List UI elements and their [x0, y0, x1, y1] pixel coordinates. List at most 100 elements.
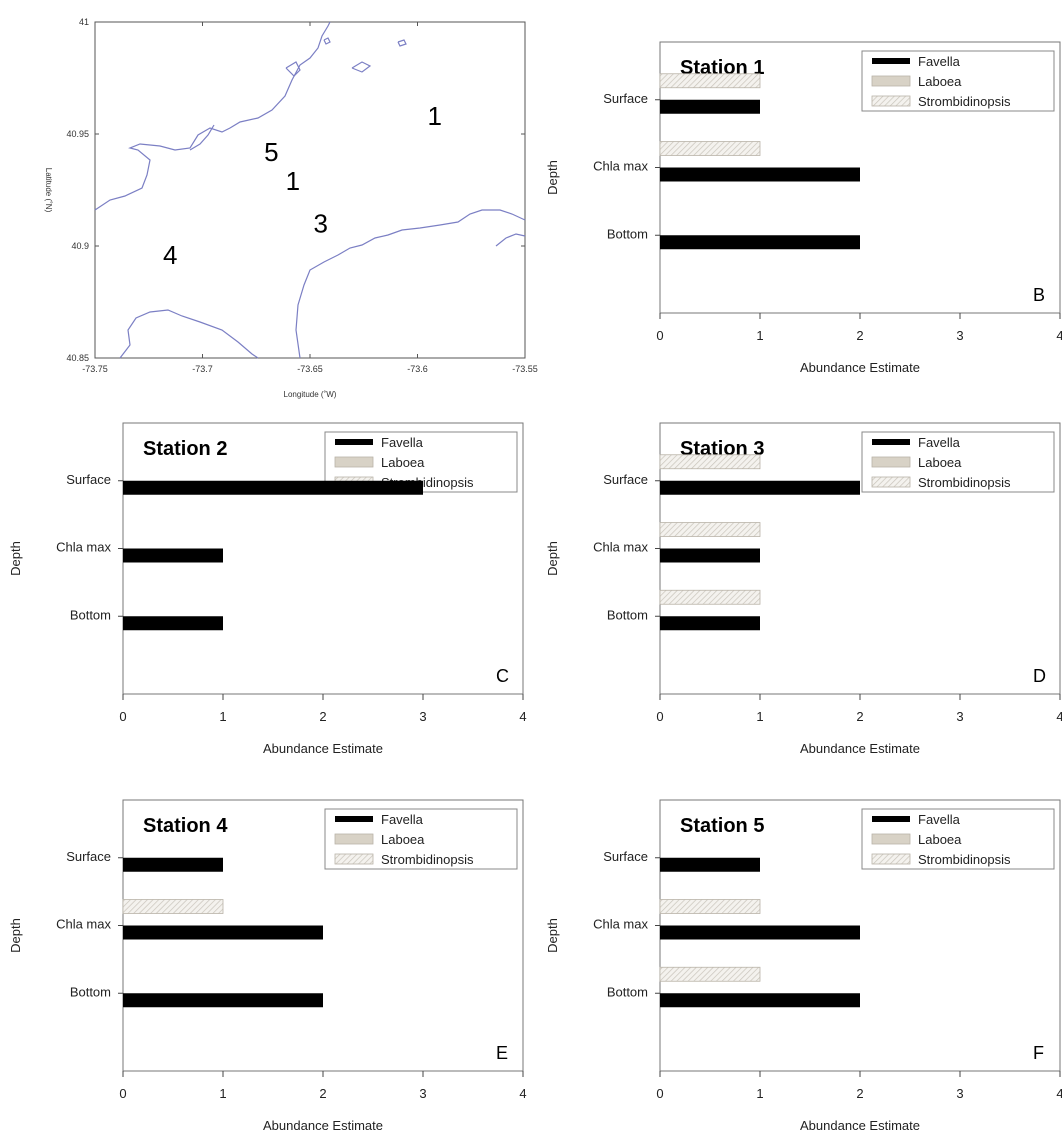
x-tick-label: 3	[419, 709, 426, 724]
legend-swatch-strombidinopsis	[871, 476, 911, 488]
x-axis-label: Abundance Estimate	[263, 1118, 383, 1133]
bar-favella-chla-max	[660, 548, 760, 563]
x-tick-label: 1	[219, 1086, 226, 1101]
coastlines	[94, 21, 526, 359]
bar-strombidinopsis-surface	[659, 454, 761, 470]
map-y-tick-label: 40.85	[66, 353, 89, 363]
y-tick-label: Surface	[603, 472, 648, 487]
legend-label: Strombidinopsis	[381, 852, 474, 867]
x-tick-label: 2	[319, 709, 326, 724]
bar-favella-bottom	[660, 993, 860, 1008]
x-tick-label: 2	[856, 709, 863, 724]
bar-favella-bottom	[123, 993, 323, 1008]
legend: Favella Laboea Strombidinopsis	[861, 808, 1055, 870]
x-axis-label: Abundance Estimate	[800, 1118, 920, 1133]
bar-favella-surface	[660, 857, 760, 872]
station-map: -73.75 -73.7 -73.65 -73.6 -73.55 40.85 40.9 40.…	[44, 17, 538, 399]
bar-favella-bottom	[123, 616, 223, 631]
coastline-south	[295, 209, 526, 359]
station-marker: 1	[286, 166, 300, 196]
bar-favella-surface	[660, 99, 760, 114]
x-axis-label: Abundance Estimate	[800, 741, 920, 756]
coastline-island-2	[351, 61, 372, 73]
x-tick-label: 4	[519, 1086, 526, 1101]
x-axis-label: Abundance Estimate	[263, 741, 383, 756]
station-marker: 3	[314, 209, 328, 239]
coastline-southwest	[119, 309, 259, 359]
legend-swatch-favella	[335, 439, 373, 445]
coastline-southeast	[495, 233, 526, 247]
x-tick-label: 3	[956, 1086, 963, 1101]
coastline-island-1	[285, 61, 301, 77]
legend-label: Strombidinopsis	[918, 94, 1011, 109]
map-frame	[94, 21, 526, 359]
map-tick-labels: -73.75 -73.7 -73.65 -73.6 -73.55 40.85 40.9 40.…	[66, 17, 537, 374]
legend-swatch-favella	[872, 58, 910, 64]
y-axis-label: Depth	[545, 918, 560, 953]
bar-favella-chla-max	[123, 925, 323, 940]
y-tick-label: Chla max	[593, 540, 648, 555]
bar-strombidinopsis-chla-max	[659, 522, 761, 537]
panel-letter: C	[496, 666, 509, 686]
legend-label: Favella	[918, 54, 961, 69]
bar-strombidinopsis-chla-max	[659, 899, 761, 914]
coastline-dot	[323, 37, 331, 45]
panel-letter: B	[1033, 285, 1045, 305]
legend-swatch-laboea	[334, 833, 374, 845]
y-tick-label: Chla max	[593, 917, 648, 932]
y-tick-label: Chla max	[593, 159, 648, 174]
chart-title: Station 2	[143, 438, 227, 460]
x-tick-label: 3	[956, 709, 963, 724]
y-tick-label: Surface	[603, 91, 648, 106]
bar-strombidinopsis-chla-max	[122, 899, 224, 914]
map-y-tick-label: 40.95	[66, 129, 89, 139]
legend-label: Favella	[381, 435, 424, 450]
bar-strombidinopsis-surface	[659, 73, 761, 89]
map-y-tick-label: 40.9	[71, 241, 89, 251]
bar-strombidinopsis-bottom	[659, 966, 761, 982]
legend-swatch-strombidinopsis	[871, 95, 911, 107]
map-x-tick-label: -73.55	[512, 364, 538, 374]
legend-swatch-favella	[872, 816, 910, 822]
y-tick-label: Bottom	[607, 607, 648, 622]
y-axis-label: Depth	[8, 918, 23, 953]
legend-label: Strombidinopsis	[918, 475, 1011, 490]
legend-swatch-favella	[872, 439, 910, 445]
panel-letter: F	[1033, 1043, 1044, 1063]
bar-strombidinopsis-bottom	[659, 589, 761, 605]
map-ylabel: Latitude (˚N)	[44, 168, 53, 213]
legend-label: Favella	[381, 812, 424, 827]
legend-label: Laboea	[381, 832, 425, 847]
x-tick-label: 3	[419, 1086, 426, 1101]
coastline-north	[94, 21, 331, 211]
y-tick-label: Chla max	[56, 917, 111, 932]
x-axis-label: Abundance Estimate	[800, 360, 920, 375]
x-tick-label: 0	[119, 1086, 126, 1101]
station-marker: 4	[163, 240, 177, 270]
map-ticks	[94, 21, 526, 359]
legend-label: Strombidinopsis	[918, 852, 1011, 867]
legend-label: Laboea	[381, 455, 425, 470]
x-tick-label: 2	[856, 1086, 863, 1101]
panel-letter: D	[1033, 666, 1046, 686]
y-axis-label: Depth	[545, 160, 560, 195]
map-x-tick-label: -73.75	[82, 364, 108, 374]
map-y-tick-label: 41	[79, 17, 89, 27]
station-marker: 1	[427, 101, 441, 131]
x-tick-label: 4	[1056, 709, 1062, 724]
bar-favella-bottom	[660, 235, 860, 250]
x-tick-label: 1	[756, 709, 763, 724]
legend-swatch-favella	[335, 816, 373, 822]
panel-letter: E	[496, 1043, 508, 1063]
legend-swatch-laboea	[871, 456, 911, 468]
bar-strombidinopsis-chla-max	[659, 141, 761, 156]
x-tick-label: 4	[1056, 328, 1062, 343]
chart-panel-C: 0 1 2 3 4 Abundance Estimate Depth Station 2 C Fa…	[8, 422, 527, 756]
chart-title: Station 4	[143, 815, 228, 837]
bar-favella-surface	[123, 480, 423, 495]
x-tick-label: 0	[656, 1086, 663, 1101]
legend-label: Laboea	[918, 455, 962, 470]
y-tick-label: Bottom	[607, 984, 648, 999]
